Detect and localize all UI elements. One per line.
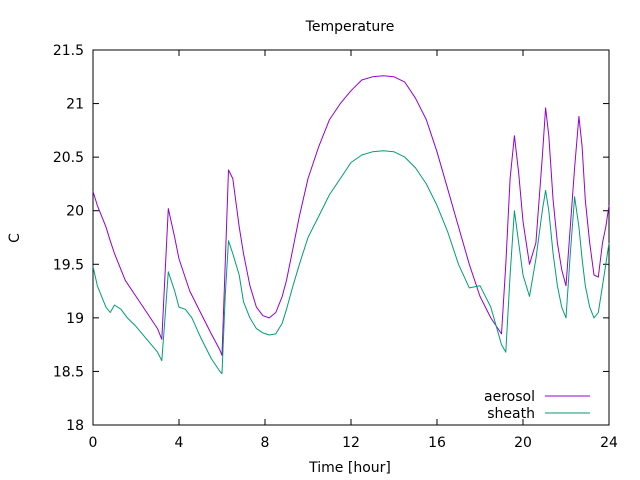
x-tick-label: 8 [261, 435, 270, 451]
series-layer [92, 75, 610, 375]
series-line-aerosol [92, 75, 610, 356]
x-tick-label: 20 [514, 435, 532, 451]
axes: 0 4 8 12 16 20 24 18 18.5 19 19.5 20 20.5 21 21.5 [53, 43, 618, 451]
y-axis-label: C [7, 233, 23, 243]
x-tick-label: 4 [175, 435, 184, 451]
y-tick-label: 18 [66, 418, 84, 434]
y-tick-label: 20.5 [53, 150, 84, 166]
chart-title: Temperature [305, 19, 395, 35]
y-tick-label: 19.5 [53, 257, 84, 273]
y-tick-label: 19 [66, 311, 84, 327]
y-tick-label: 18.5 [53, 364, 84, 380]
x-axis-label: Time [hour] [308, 460, 391, 476]
y-tick-label: 21 [66, 97, 84, 113]
x-tick-label: 24 [600, 435, 618, 451]
y-tick-label: 20 [66, 204, 84, 220]
legend-label-aerosol: aerosol [484, 389, 535, 405]
plot-frame [92, 49, 610, 426]
x-tick-label: 0 [89, 435, 98, 451]
x-tick-label: 16 [428, 435, 446, 451]
y-tick-label: 21.5 [53, 43, 84, 59]
series-line-sheath [92, 150, 610, 375]
x-tick-label: 12 [342, 435, 360, 451]
legend-label-sheath: sheath [487, 406, 535, 422]
